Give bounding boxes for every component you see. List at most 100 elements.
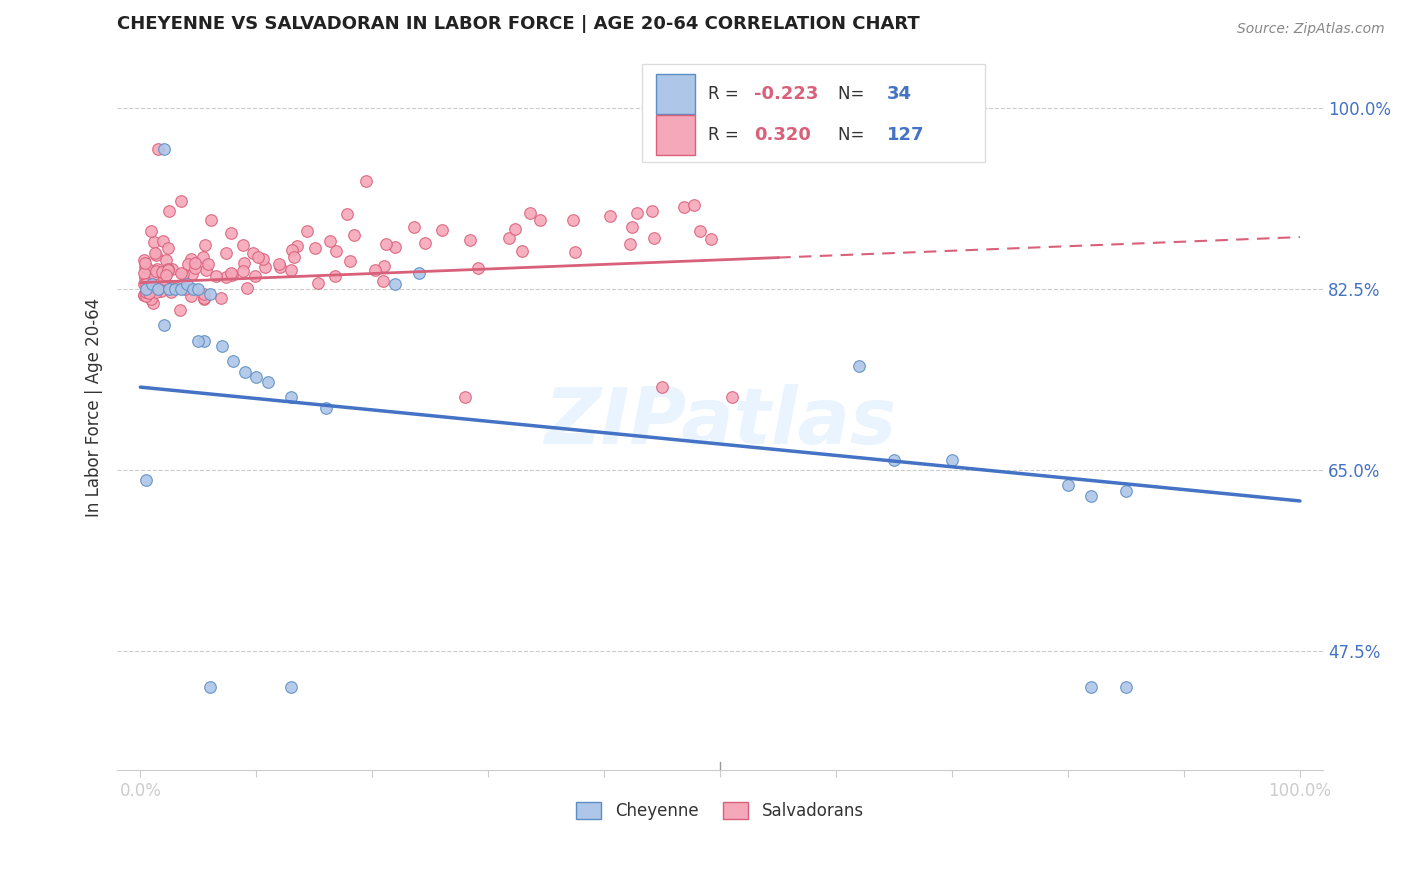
Text: N=: N= bbox=[838, 126, 870, 144]
Legend: Cheyenne, Salvadorans: Cheyenne, Salvadorans bbox=[569, 796, 870, 827]
Point bbox=[280, 680, 302, 694]
Point bbox=[150, 284, 173, 298]
Point bbox=[138, 285, 160, 300]
Point bbox=[180, 252, 202, 266]
Point bbox=[252, 252, 274, 266]
Point bbox=[187, 334, 209, 348]
Point bbox=[176, 277, 198, 291]
Point bbox=[682, 198, 704, 212]
Point bbox=[142, 296, 165, 310]
Point bbox=[132, 288, 155, 302]
Point bbox=[430, 222, 453, 236]
Point bbox=[170, 266, 193, 280]
Point bbox=[163, 280, 186, 294]
Point bbox=[156, 261, 179, 276]
Point bbox=[155, 268, 177, 283]
Point bbox=[354, 174, 377, 188]
Point bbox=[373, 259, 395, 273]
Point bbox=[194, 238, 217, 252]
Text: 34: 34 bbox=[887, 86, 911, 103]
Y-axis label: In Labor Force | Age 20-64: In Labor Force | Age 20-64 bbox=[86, 298, 103, 517]
Point bbox=[689, 224, 711, 238]
Point bbox=[153, 269, 176, 284]
Point bbox=[402, 220, 425, 235]
Point bbox=[157, 282, 180, 296]
Point bbox=[232, 264, 254, 278]
Point bbox=[141, 277, 163, 291]
Text: N=: N= bbox=[838, 86, 870, 103]
Text: CHEYENNE VS SALVADORAN IN LABOR FORCE | AGE 20-64 CORRELATION CHART: CHEYENNE VS SALVADORAN IN LABOR FORCE | … bbox=[117, 15, 920, 33]
Point bbox=[135, 473, 157, 487]
Point bbox=[505, 221, 527, 235]
Point bbox=[458, 233, 481, 247]
Point bbox=[211, 339, 233, 353]
Point bbox=[384, 277, 406, 291]
Point bbox=[384, 240, 406, 254]
Point bbox=[136, 280, 159, 294]
Point bbox=[221, 268, 243, 283]
Point bbox=[139, 293, 162, 307]
Point bbox=[135, 285, 157, 299]
Point bbox=[1080, 680, 1102, 694]
Point bbox=[141, 265, 163, 279]
Text: ZIPatlas: ZIPatlas bbox=[544, 384, 896, 460]
Point bbox=[318, 234, 340, 248]
Point bbox=[641, 203, 664, 218]
Point bbox=[155, 267, 177, 281]
Text: 127: 127 bbox=[887, 126, 924, 144]
Point bbox=[135, 282, 157, 296]
Point bbox=[323, 269, 346, 284]
Point bbox=[132, 288, 155, 302]
Point bbox=[415, 235, 437, 250]
Point bbox=[246, 251, 269, 265]
Point bbox=[529, 212, 551, 227]
Point bbox=[621, 219, 644, 234]
Point bbox=[155, 264, 177, 278]
Point bbox=[146, 262, 169, 277]
Point bbox=[339, 253, 361, 268]
Point bbox=[132, 267, 155, 281]
Point bbox=[152, 234, 174, 248]
Point bbox=[215, 246, 238, 260]
Point bbox=[135, 260, 157, 275]
Text: R =: R = bbox=[709, 86, 744, 103]
Point bbox=[253, 260, 276, 275]
Point bbox=[672, 200, 695, 214]
Point bbox=[193, 292, 215, 306]
Point bbox=[283, 250, 305, 264]
Point bbox=[134, 260, 156, 274]
Point bbox=[941, 452, 963, 467]
Point bbox=[146, 142, 169, 156]
Point bbox=[280, 262, 302, 277]
Point bbox=[1115, 680, 1137, 694]
Point bbox=[180, 288, 202, 302]
Point bbox=[173, 282, 195, 296]
Point bbox=[143, 235, 166, 249]
Point bbox=[619, 237, 641, 252]
Point bbox=[374, 237, 396, 252]
Point bbox=[153, 272, 176, 286]
Point bbox=[297, 224, 319, 238]
Point bbox=[132, 253, 155, 268]
Point bbox=[519, 206, 541, 220]
Point bbox=[152, 318, 174, 332]
Point bbox=[170, 194, 193, 208]
Point bbox=[233, 256, 256, 270]
Point bbox=[848, 359, 870, 374]
Point bbox=[145, 248, 167, 262]
FancyBboxPatch shape bbox=[657, 115, 695, 154]
Point bbox=[883, 452, 905, 467]
Point bbox=[510, 244, 533, 258]
Point bbox=[336, 207, 359, 221]
Point bbox=[169, 302, 191, 317]
Point bbox=[233, 365, 256, 379]
Point bbox=[145, 285, 167, 299]
Point bbox=[135, 289, 157, 303]
Text: Source: ZipAtlas.com: Source: ZipAtlas.com bbox=[1237, 22, 1385, 37]
Point bbox=[157, 263, 180, 277]
Point bbox=[1057, 478, 1080, 492]
Point bbox=[155, 253, 177, 268]
Point bbox=[215, 269, 238, 284]
Point bbox=[170, 282, 193, 296]
Point bbox=[160, 285, 183, 299]
